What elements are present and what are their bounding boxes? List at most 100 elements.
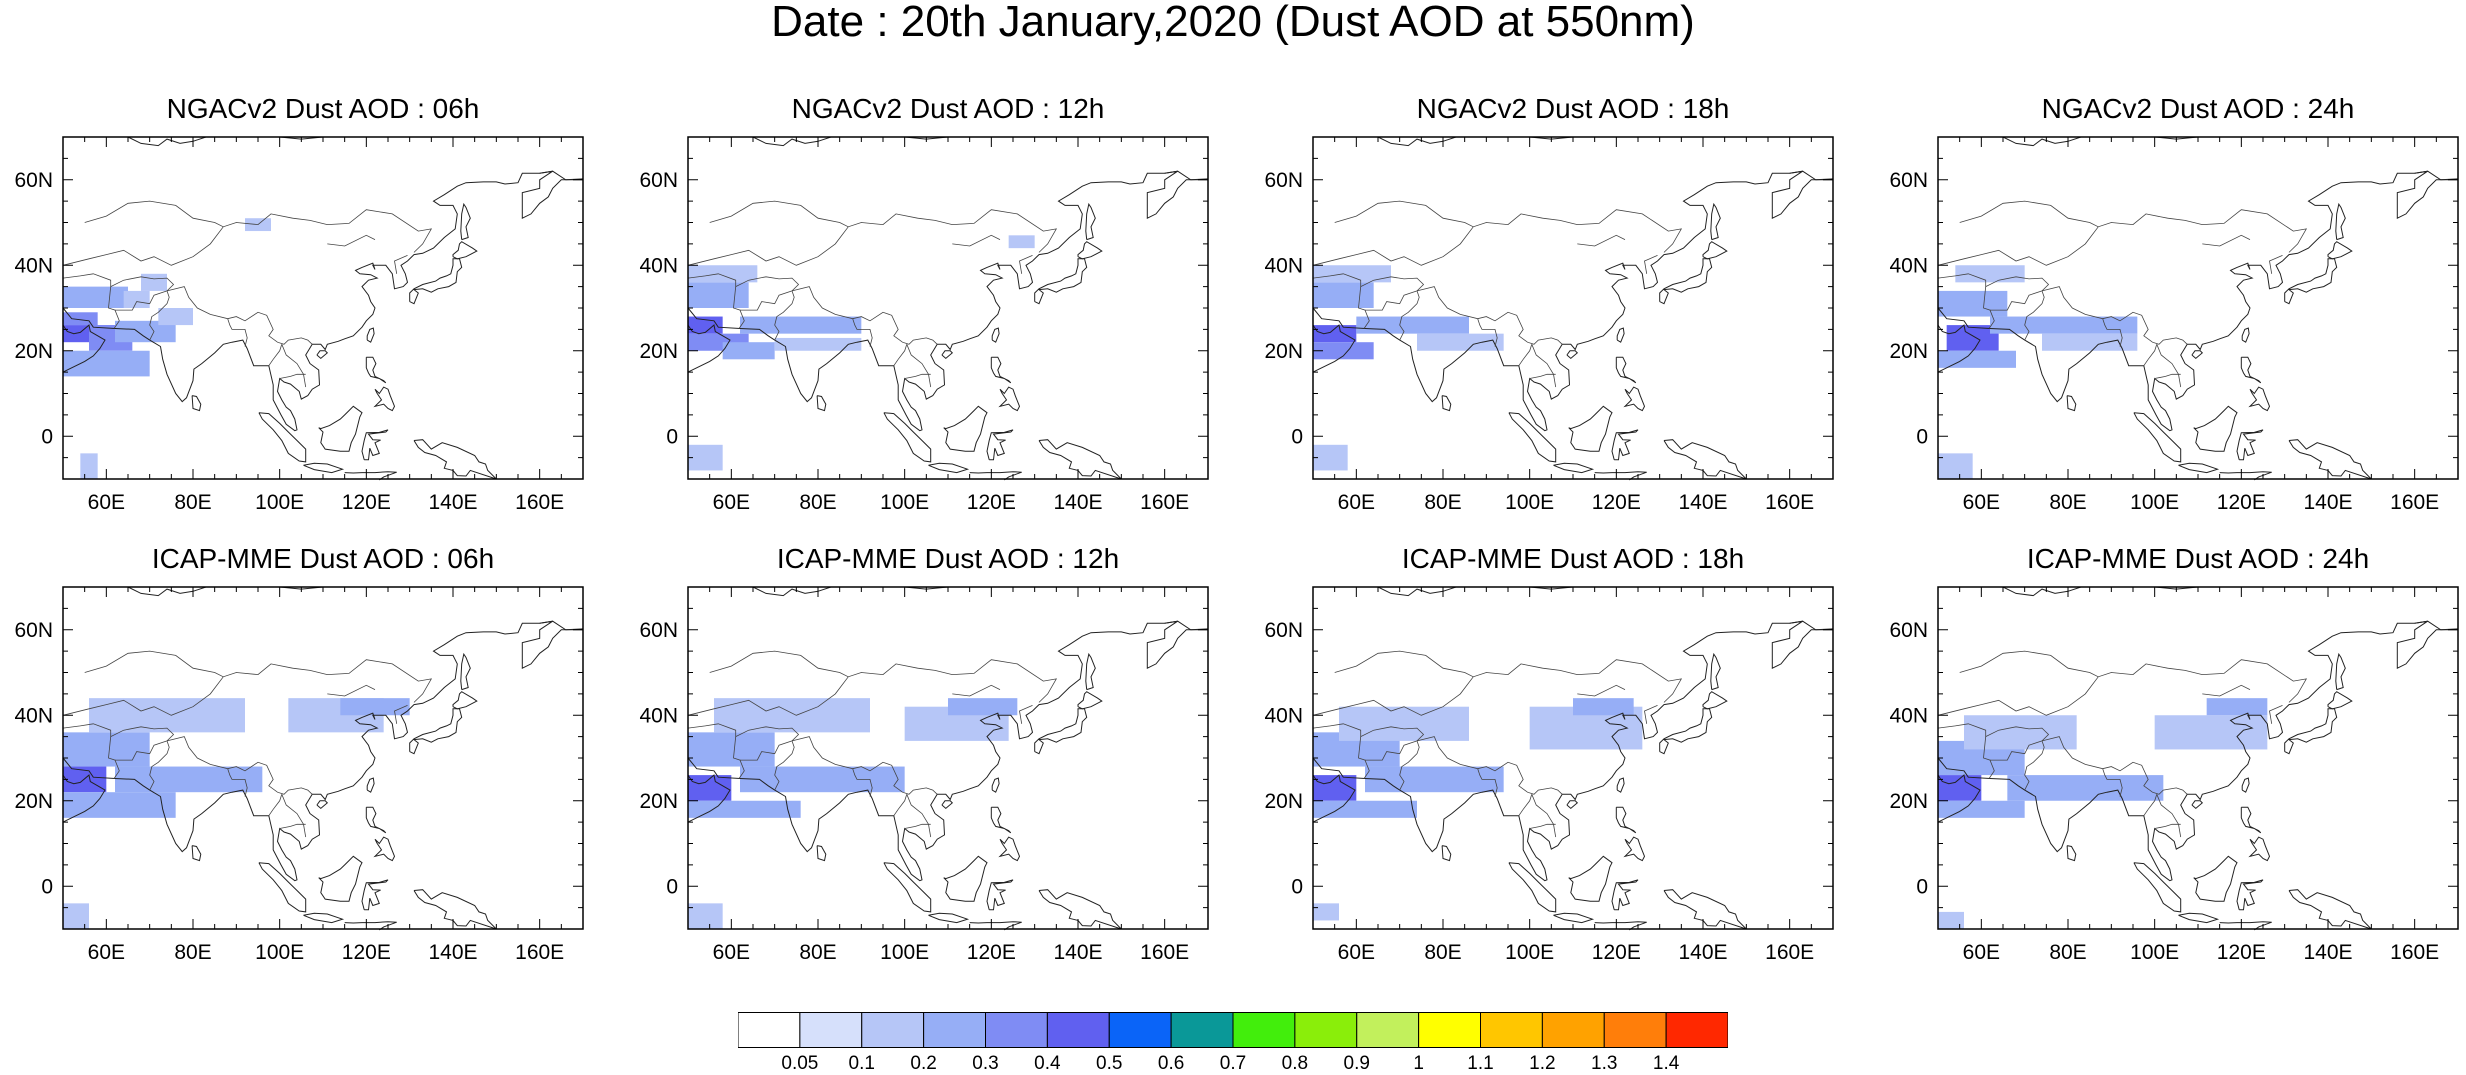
country-border (394, 705, 408, 724)
coastline (1034, 258, 1088, 305)
coastline (2288, 889, 2372, 930)
coastline (1937, 774, 1981, 823)
country-border (1416, 286, 1563, 345)
coastline (1034, 708, 1088, 755)
country-border (227, 318, 248, 347)
coastline (258, 862, 307, 913)
country-border (327, 234, 376, 247)
country-border (2202, 234, 2251, 247)
x-tick-label: 100E (2130, 941, 2179, 964)
country-border (1985, 726, 2050, 761)
x-tick-label: 100E (255, 491, 304, 514)
x-tick-label: 100E (880, 941, 929, 964)
y-tick-label: 60N (639, 169, 678, 192)
coastline (1566, 800, 1579, 810)
x-tick-label: 120E (342, 941, 391, 964)
country-border (62, 273, 120, 329)
country-border (1312, 723, 1370, 779)
coastline (2133, 862, 2182, 913)
figure-title: Date : 20th January,2020 (Dust AOD at 55… (771, 0, 1695, 46)
country-border (687, 659, 1058, 716)
coastline (316, 350, 329, 360)
country-border (1399, 290, 1420, 341)
coastline (1312, 170, 1833, 432)
x-tick-label: 80E (174, 491, 211, 514)
country-border (906, 344, 932, 388)
coastline (1663, 889, 1747, 930)
coastline (2248, 836, 2271, 862)
coastline (990, 806, 1012, 834)
coastline (1710, 652, 1721, 691)
dust-cell (2007, 775, 2164, 801)
coastline (127, 586, 207, 597)
colorbar-swatch (1603, 1012, 1667, 1048)
x-tick-label: 140E (1678, 941, 1727, 964)
dust-cell (89, 698, 245, 733)
coastline (2241, 777, 2250, 793)
coastline (2284, 708, 2338, 755)
colorbar-label: 0.2 (910, 1053, 937, 1074)
colorbar-label: 0.05 (781, 1053, 819, 1074)
y-tick-label: 40N (1889, 704, 1928, 727)
x-tick-label: 60E (1338, 491, 1375, 514)
country-border (1312, 273, 1370, 329)
coastline (941, 800, 954, 810)
coastline (991, 327, 1000, 343)
country-border (952, 684, 1001, 697)
x-tick-label: 140E (428, 941, 477, 964)
coastline (1568, 855, 1613, 902)
x-tick-label: 160E (2390, 941, 2439, 964)
coastline (1611, 879, 1639, 911)
y-tick-label: 0 (41, 875, 53, 898)
country-border (279, 823, 306, 829)
y-tick-label: 40N (639, 704, 678, 727)
coastline (2191, 350, 2204, 360)
dust-cell (1955, 265, 2025, 283)
coastline (409, 258, 463, 305)
coastline (2178, 912, 2220, 924)
x-tick-label: 60E (713, 941, 750, 964)
country-border (1937, 723, 1995, 779)
x-tick-label: 140E (1678, 491, 1727, 514)
coastline (2193, 855, 2238, 902)
country-border (893, 794, 908, 816)
colorbar-swatch (737, 1012, 801, 1048)
coastline (1312, 774, 1356, 823)
y-tick-label: 20N (14, 790, 53, 813)
dust-cell (740, 316, 862, 334)
coastline (62, 774, 106, 823)
country-border (735, 276, 800, 311)
country-border (1518, 794, 1533, 816)
dust-cell (80, 453, 98, 479)
dust-cell (2042, 333, 2138, 351)
dust-cell (714, 698, 870, 733)
dust-cell (1964, 715, 2077, 750)
colorbar-label: 0.3 (972, 1053, 999, 1074)
coastline (816, 395, 827, 412)
country-border (227, 768, 248, 797)
dust-cell (1938, 290, 2008, 317)
x-tick-label: 100E (2130, 491, 2179, 514)
y-tick-label: 40N (14, 254, 53, 277)
country-border (268, 794, 283, 816)
colorbar-swatch (861, 1012, 925, 1048)
country-border (904, 373, 931, 379)
dust-cell (1938, 800, 2025, 818)
coastline (2066, 845, 2077, 862)
country-border (1334, 650, 1474, 678)
country-border (327, 684, 376, 697)
coastline (1616, 327, 1625, 343)
x-tick-label: 80E (2049, 941, 2086, 964)
dust-cell (948, 698, 1018, 716)
y-tick-label: 40N (1264, 704, 1303, 727)
country-border (906, 794, 932, 838)
coastline (998, 836, 1021, 862)
colorbar-label: 0.4 (1034, 1053, 1061, 1074)
x-tick-label: 160E (1765, 491, 1814, 514)
country-border (2143, 344, 2158, 366)
dust-cell (115, 320, 176, 343)
country-border (852, 318, 873, 347)
coastline (1623, 386, 1646, 412)
coastline (1312, 620, 1833, 882)
dust-cell (141, 273, 167, 291)
